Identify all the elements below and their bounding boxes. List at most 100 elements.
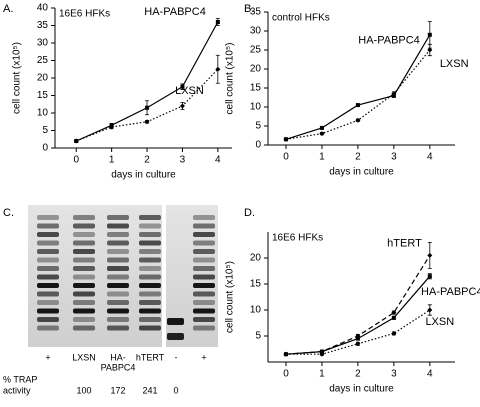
point xyxy=(355,336,360,341)
trap-label: activity xyxy=(3,385,31,395)
point xyxy=(391,310,397,316)
y-tick-label: 20 xyxy=(37,73,49,84)
chart-title: 16E6 HFKs xyxy=(272,233,323,244)
gel-band xyxy=(193,274,215,280)
gel-band xyxy=(107,325,129,331)
gel-band xyxy=(139,283,161,288)
gel-band xyxy=(193,257,215,263)
series-label: HA-PABPC4 xyxy=(358,35,420,47)
gel-band xyxy=(73,291,95,297)
gel-band xyxy=(193,232,215,237)
x-tick-label: 3 xyxy=(180,155,186,166)
gel-band xyxy=(167,333,184,340)
x-tick-label: 2 xyxy=(144,155,150,166)
gel-band xyxy=(193,249,215,254)
y-tick-label: 0 xyxy=(255,140,261,151)
gel-band xyxy=(193,266,215,271)
panel-label: A. xyxy=(3,3,13,15)
y-tick-label: 20 xyxy=(250,253,262,264)
gel-band xyxy=(139,249,161,254)
gel-band xyxy=(37,325,59,331)
gel-band xyxy=(73,215,95,220)
gel-band xyxy=(193,283,215,288)
panel-label: D. xyxy=(244,207,255,219)
lane-label: PABPC4 xyxy=(101,362,136,372)
gel-band xyxy=(167,318,184,325)
point xyxy=(215,20,220,24)
x-tick-label: 0 xyxy=(283,152,289,163)
gel-band xyxy=(37,283,59,288)
gel-band xyxy=(139,223,161,229)
gel-band xyxy=(73,300,95,305)
gel-band xyxy=(73,223,95,229)
trap-value: 241 xyxy=(142,385,157,395)
point xyxy=(283,136,289,142)
x-tick-label: 2 xyxy=(355,152,361,163)
series-line xyxy=(285,49,431,140)
gel-band xyxy=(107,308,129,314)
x-tick-label: 1 xyxy=(109,155,115,166)
y-tick-label: 15 xyxy=(250,83,262,94)
x-axis-label: days in culture xyxy=(329,167,394,178)
gel-band xyxy=(37,274,59,280)
x-tick-label: 1 xyxy=(319,369,325,380)
point xyxy=(319,125,324,130)
gel-band xyxy=(139,240,161,246)
gel-band xyxy=(139,215,161,220)
x-axis-label: days in culture xyxy=(329,384,394,395)
y-tick-label: 35 xyxy=(250,7,262,18)
gel-band xyxy=(37,249,59,254)
gel-band xyxy=(139,317,161,322)
x-tick-label: 0 xyxy=(73,155,79,166)
lane-label: + xyxy=(201,352,206,362)
series-line xyxy=(285,309,431,355)
gel-band xyxy=(139,266,161,271)
gel-band xyxy=(193,215,215,220)
gel-band xyxy=(73,274,95,280)
gel-band xyxy=(193,325,215,331)
lane-label: + xyxy=(45,352,50,362)
point xyxy=(391,91,397,97)
y-tick-label: 25 xyxy=(37,55,49,66)
lane-label: hTERT xyxy=(136,352,165,362)
gel-band xyxy=(107,215,129,220)
y-tick-label: 35 xyxy=(37,20,49,31)
gel-band xyxy=(73,266,95,271)
gel-band xyxy=(107,283,129,288)
y-tick-label: 30 xyxy=(250,26,262,37)
gel-band xyxy=(37,317,59,322)
gel-band xyxy=(107,249,129,254)
x-tick-label: 0 xyxy=(283,369,289,380)
y-tick-label: 5 xyxy=(42,125,48,136)
point xyxy=(145,105,150,110)
x-tick-label: 3 xyxy=(391,369,397,380)
x-tick-label: 2 xyxy=(355,369,361,380)
gel-band xyxy=(107,240,129,246)
y-axis-label: cell count (x10⁵) xyxy=(12,42,23,114)
point xyxy=(283,351,289,357)
gel-band xyxy=(107,223,129,229)
y-tick-label: 25 xyxy=(250,45,262,56)
gel-band xyxy=(193,223,215,229)
gel-band xyxy=(107,291,129,297)
gel-band xyxy=(37,240,59,246)
gel-band xyxy=(37,232,59,237)
gel-band xyxy=(37,257,59,263)
point xyxy=(180,84,185,89)
gel-band xyxy=(37,266,59,271)
point xyxy=(427,252,433,258)
series-line xyxy=(285,34,431,140)
gel-band xyxy=(37,215,59,220)
gel-band xyxy=(193,308,215,314)
x-tick-label: 3 xyxy=(391,152,397,163)
lane-label: LXSN xyxy=(72,352,96,362)
y-tick-label: 10 xyxy=(250,305,262,316)
gel-band xyxy=(73,283,95,288)
y-tick-label: 5 xyxy=(255,121,261,132)
gel-band xyxy=(107,257,129,263)
gel-panel xyxy=(28,205,218,347)
gel-band xyxy=(193,300,215,305)
gel-band xyxy=(107,300,129,305)
x-tick-label: 4 xyxy=(215,155,221,166)
chart-title: 16E6 HFKs xyxy=(59,9,110,20)
